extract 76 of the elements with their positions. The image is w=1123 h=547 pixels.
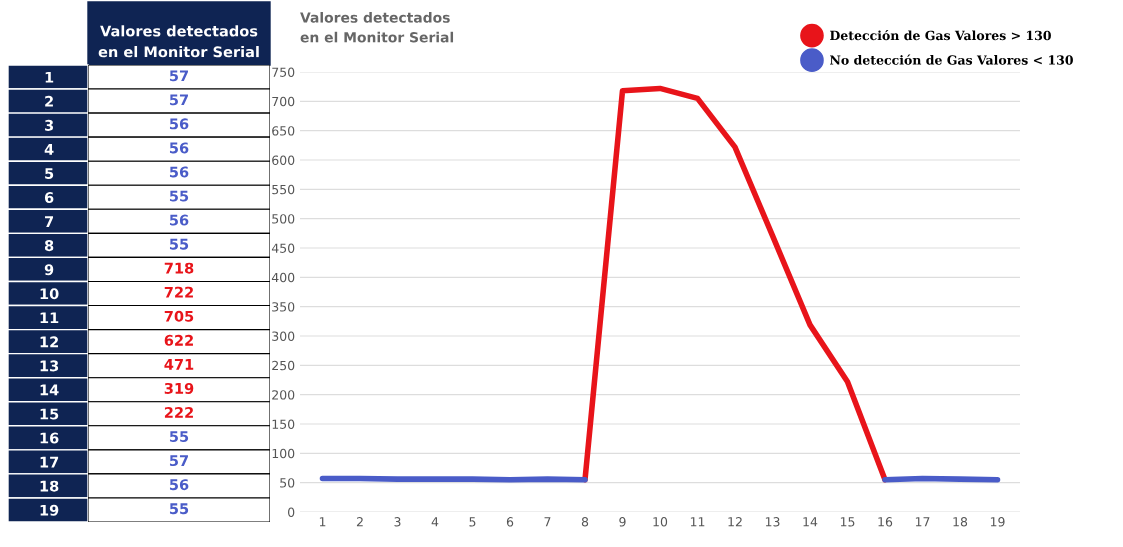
y-tick-label: 13 (40, 360, 59, 372)
y-tick-label: 1 (45, 71, 54, 83)
data-label: 57 (169, 94, 188, 106)
x-tick-label: 14 (803, 517, 818, 527)
x-tick-label: 12 (728, 517, 742, 527)
y-tick-label: 8 (44, 240, 54, 252)
x-tick-label: 2 (356, 517, 363, 527)
y-tick-label: 6 (44, 192, 54, 204)
chart-title: Valores detectados en el Monitor Serial (300, 12, 454, 43)
x-tick-label: 4 (431, 517, 439, 527)
y-tick-label: 200 (272, 390, 295, 400)
x-tick-label: 11 (690, 517, 705, 527)
data-label: 55 (169, 238, 189, 250)
y-tick-label: 5 (45, 168, 54, 179)
x-tick-label: 18 (953, 517, 968, 527)
data-label: 222 (164, 406, 193, 418)
x-tick-label: 17 (915, 517, 930, 527)
data-label: 57 (169, 455, 188, 467)
data-label: 56 (169, 479, 189, 491)
data-label: 57 (169, 70, 188, 82)
x-tick-label: 6 (506, 517, 514, 527)
x-tick-label: 9 (619, 517, 626, 527)
y-tick-label: 400 (271, 272, 295, 283)
y-tick-label: 17 (40, 456, 59, 468)
x-tick-label: 3 (394, 517, 401, 527)
data-label: 55 (169, 503, 189, 515)
y-tick-label: 100 (272, 448, 295, 459)
y-tick-label: 250 (272, 360, 295, 371)
y-tick-label: 10 (40, 288, 59, 300)
data-label: 55 (169, 190, 189, 202)
data-label: 705 (164, 310, 194, 322)
y-tick-label: 7 (45, 216, 54, 227)
y-tick-label: 15 (40, 408, 59, 420)
y-tick-label: 600 (272, 155, 295, 165)
y-tick-label: 0 (288, 507, 295, 517)
x-tick-label: 10 (653, 517, 668, 527)
x-tick-label: 13 (765, 517, 780, 527)
y-tick-label: 350 (272, 302, 295, 312)
data-label: 319 (164, 382, 194, 394)
data-label: 55 (169, 431, 189, 443)
y-tick-label: 14 (40, 384, 59, 396)
y-tick-label: 300 (272, 331, 295, 341)
data-label: 722 (164, 286, 193, 298)
y-tick-label: 18 (40, 480, 59, 492)
x-tick-label: 16 (878, 517, 893, 527)
y-tick-label: 4 (44, 144, 54, 155)
y-tick-label: 450 (271, 243, 295, 253)
y-tick-label: 12 (40, 336, 58, 348)
y-tick-label: 3 (45, 119, 54, 131)
y-tick-label: 16 (40, 432, 59, 444)
x-tick-label: 1 (319, 517, 326, 527)
y-tick-label: 2 (45, 95, 53, 107)
data-label: 471 (164, 359, 194, 370)
data-label: 56 (169, 214, 189, 226)
x-tick-label: 7 (544, 517, 551, 527)
y-tick-label: 650 (272, 126, 295, 136)
data-label: 56 (169, 118, 189, 130)
y-tick-label: 500 (272, 214, 295, 224)
x-tick-label: 19 (990, 517, 1005, 527)
data-label: 56 (169, 142, 189, 154)
legend-label: Detección de Gas Valores > 130 (830, 29, 1051, 41)
x-tick-label: 8 (581, 517, 589, 527)
y-tick-label: 150 (272, 419, 295, 429)
x-tick-label: 15 (840, 517, 855, 527)
x-tick-label: 5 (469, 517, 476, 527)
data-label: 56 (169, 166, 189, 178)
y-tick-label: 750 (272, 67, 295, 77)
y-tick-label: 700 (272, 96, 295, 107)
data-label: 622 (164, 334, 193, 346)
data-label: 718 (164, 262, 194, 274)
legend-label: No detección de Gas Valores < 130 (830, 54, 1073, 65)
y-tick-label: 50 (280, 478, 295, 488)
y-tick-label: 11 (40, 312, 59, 324)
y-tick-label: 550 (272, 184, 295, 195)
y-tick-label: 9 (44, 264, 54, 276)
y-tick-label: 19 (40, 504, 59, 516)
